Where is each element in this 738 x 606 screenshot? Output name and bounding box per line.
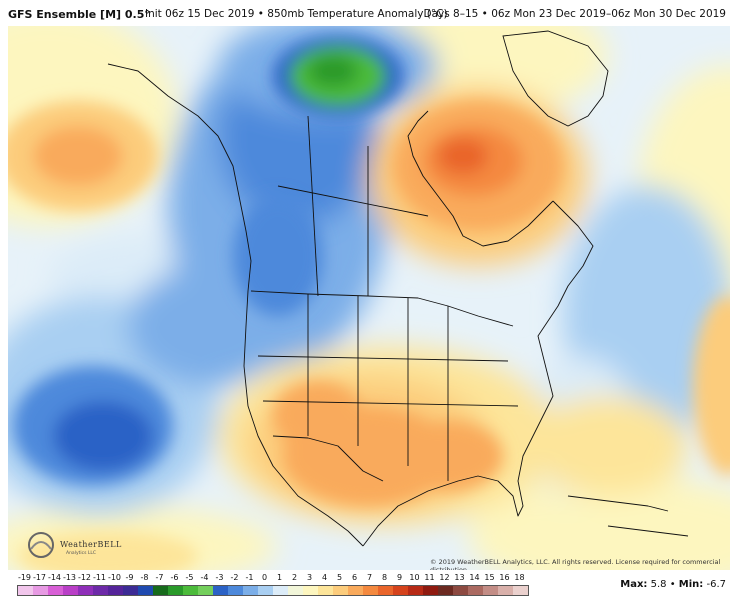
legend-swatch [138, 586, 153, 595]
legend-swatch [348, 586, 363, 595]
legend-swatch [318, 586, 333, 595]
legend-tick-label: -11 [92, 573, 107, 582]
legend-tick-label: 0 [261, 573, 268, 582]
legend-tick-label: -3 [215, 573, 224, 582]
legend-tick-label: 12 [439, 573, 450, 582]
legend-swatch [258, 586, 273, 595]
legend-swatch [498, 586, 513, 595]
legend-tick-label: 18 [514, 573, 525, 582]
legend-swatch [213, 586, 228, 595]
anomaly-core [8, 36, 730, 570]
legend-swatch [123, 586, 138, 595]
legend-swatch [303, 586, 318, 595]
legend-tick-label: -4 [200, 573, 209, 582]
legend-swatch [153, 586, 168, 595]
max-value: 5.8 [650, 579, 667, 590]
legend-swatch [483, 586, 498, 595]
legend-swatch [78, 586, 93, 595]
legend-swatch [198, 586, 213, 595]
legend-swatch [243, 586, 258, 595]
legend-swatch [183, 586, 198, 595]
legend-tick-label: -12 [77, 573, 92, 582]
legend-tick-label: -9 [125, 573, 134, 582]
legend-swatch [468, 586, 483, 595]
legend-swatch [453, 586, 468, 595]
legend-tick-label: 1 [276, 573, 283, 582]
max-min-readout: Max: 5.8 • Min: -6.7 [620, 579, 726, 590]
legend-tick-label: 16 [499, 573, 510, 582]
legend-swatch [378, 586, 393, 595]
legend-swatch [93, 586, 108, 595]
greenland-outline [502, 30, 609, 127]
legend-tick-label: 2 [291, 573, 298, 582]
legend-swatch [408, 586, 423, 595]
max-min-separator: • [669, 579, 676, 590]
logo-text: WeatherBELL [60, 540, 122, 549]
legend-tick-label: 13 [454, 573, 465, 582]
legend-swatch [513, 586, 528, 595]
legend-tick-label: 10 [409, 573, 420, 582]
legend-color-bar [17, 585, 529, 596]
legend-swatch [18, 586, 33, 595]
legend-tick-label: -19 [17, 573, 32, 582]
legend-swatch [63, 586, 78, 595]
legend-tick-label: 15 [484, 573, 495, 582]
legend-tick-label: -6 [170, 573, 179, 582]
boundaries [107, 63, 689, 547]
legend-swatch [363, 586, 378, 595]
legend-swatch [108, 586, 123, 595]
legend-tick-label: -7 [155, 573, 164, 582]
legend-swatch [423, 586, 438, 595]
legend-swatch [168, 586, 183, 595]
product-title: GFS Ensemble [M] 0.5° [8, 8, 150, 21]
legend-tick-label: 5 [336, 573, 343, 582]
legend-tick-label: -1 [245, 573, 254, 582]
valid-period-label: Days 8–15 • 06z Mon 23 Dec 2019–06z Mon … [423, 8, 726, 20]
legend-tick-label: 7 [366, 573, 373, 582]
legend-tick-label: -13 [62, 573, 77, 582]
legend-swatch [273, 586, 288, 595]
legend-tick-label: 9 [396, 573, 403, 582]
color-legend: -19 -17 -14 -13 -12 -11 -10 -9 -8 -7 -6 -5 -4 -3 -2 -1 0… [0, 570, 738, 606]
legend-tick-label: 6 [351, 573, 358, 582]
legend-swatch [48, 586, 63, 595]
min-label: Min: [678, 579, 704, 590]
legend-tick-row: -19 -17 -14 -13 -12 -11 -10 -9 -8 -7 -6 -5 -4 -3 -2 -1 0… [17, 573, 527, 585]
legend-tick-label: -17 [32, 573, 47, 582]
legend-swatch [438, 586, 453, 595]
legend-tick-label: -14 [47, 573, 62, 582]
legend-swatch [393, 586, 408, 595]
min-value: -6.7 [706, 579, 726, 590]
legend-tick-label: 11 [424, 573, 435, 582]
anomaly-map[interactable] [8, 26, 730, 570]
logo-subtext: Analytics LLC [66, 551, 97, 556]
weatherbell-logo: WeatherBELL Analytics LLC [24, 526, 121, 562]
legend-tick-label: -8 [140, 573, 149, 582]
legend-tick-label: -10 [107, 573, 122, 582]
legend-swatch [228, 586, 243, 595]
legend-swatch [33, 586, 48, 595]
legend-tick-label: 8 [381, 573, 388, 582]
map-header: GFS Ensemble [M] 0.5° Init 06z 15 Dec 20… [0, 0, 738, 26]
legend-tick-label: 14 [469, 573, 480, 582]
legend-tick-label: -5 [185, 573, 194, 582]
init-time-label: Init 06z 15 Dec 2019 • 850mb Temperature… [145, 8, 448, 20]
legend-swatch [333, 586, 348, 595]
legend-tick-label: -2 [230, 573, 239, 582]
legend-tick-label: 4 [321, 573, 328, 582]
legend-swatch [288, 586, 303, 595]
max-label: Max: [620, 579, 648, 590]
legend-tick-label: 3 [306, 573, 313, 582]
